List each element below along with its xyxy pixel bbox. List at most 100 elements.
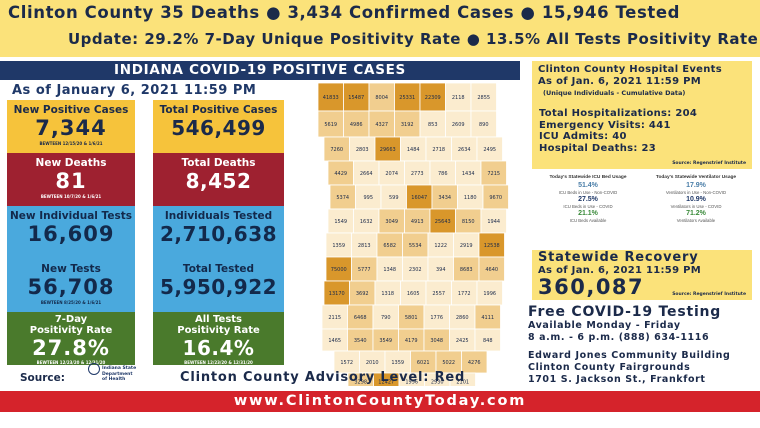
county-case-count: 15487	[348, 95, 364, 101]
new-individual-tests-tile: New Individual Tests 16,609	[7, 206, 135, 259]
icu-non-covid-pct: 51.4%	[578, 182, 598, 189]
county-shape	[347, 304, 374, 330]
county-case-count: 5374	[336, 195, 349, 201]
county-shape	[376, 256, 403, 282]
county-shape	[400, 280, 427, 306]
county-case-count: 848	[483, 338, 493, 344]
county-shape	[349, 280, 376, 306]
tile-value: 8,452	[185, 169, 252, 193]
county-case-count: 6582	[383, 243, 396, 249]
logo-text: Indiana State Department of Health	[102, 366, 139, 383]
county-case-count: 7215	[487, 171, 500, 177]
county-case-count: 1465	[328, 338, 341, 344]
testing-building: Edward Jones Community Building	[528, 350, 731, 361]
county-case-count: 1359	[332, 243, 345, 249]
free-testing-info: Free COVID-19 Testing Available Monday -…	[528, 304, 758, 386]
top-banner: Clinton County 35 Deaths ● 3,434 Confirm…	[0, 0, 760, 57]
county-case-count: 2664	[360, 171, 373, 177]
total-tested-tile: Total Tested 5,950,922	[153, 259, 284, 312]
county-shape	[474, 328, 501, 352]
hospital-subtitle: (Unique Individuals - Cumulative Data)	[543, 89, 686, 97]
icu-bed-usage: Today's Statewide ICU Bed Usage 51.4% IC…	[534, 175, 642, 224]
county-shape	[476, 280, 503, 306]
county-shape	[394, 110, 421, 138]
county-case-count: 1549	[334, 219, 347, 225]
seven-day-positivity-tile: 7-Day Positivity Rate 27.8% BEWTEEN 12/2…	[7, 312, 135, 365]
tile-value: 7,344	[35, 116, 107, 140]
county-case-count: 7260	[330, 147, 343, 153]
county-case-count: 25331	[399, 95, 415, 101]
icu-available-label: ICU Beds Available	[569, 218, 607, 223]
tile-title-line2: Positivity Rate	[177, 325, 260, 336]
hospital-title-line2: As of Jan. 6, 2021 11:59 PM	[538, 76, 701, 87]
county-case-count: 4429	[334, 171, 347, 177]
tile-value: 56,708	[27, 275, 115, 299]
department-of-health-logo: Indiana State Department of Health	[85, 363, 139, 389]
tile-title: Total Positive Cases	[159, 104, 278, 116]
tile-value: 5,950,922	[159, 275, 278, 299]
county-case-count: 2425	[456, 338, 469, 344]
county-case-count: 9670	[489, 195, 502, 201]
county-case-count: 6021	[417, 360, 430, 366]
county-case-count: 2919	[460, 243, 473, 249]
tile-title: All Tests Positivity Rate	[153, 312, 284, 336]
county-shape	[482, 184, 509, 210]
county-shape	[378, 160, 405, 186]
icu-admits: ICU Admits: 40	[539, 131, 627, 142]
county-case-count: 2010	[366, 360, 379, 366]
tile-title: Total Deaths	[181, 157, 256, 169]
county-case-count: 2115	[328, 315, 341, 321]
tile-title: Individuals Tested	[164, 210, 273, 222]
vent-usage-title: Today's Statewide Ventilator Usage	[655, 175, 737, 180]
testing-title: Free COVID-19 Testing	[528, 304, 722, 320]
county-shape	[453, 232, 480, 258]
county-shape	[455, 160, 482, 186]
county-shape	[427, 232, 454, 258]
county-case-count: 4913	[411, 219, 424, 225]
county-case-count: 13170	[329, 291, 345, 297]
county-case-count: 1484	[407, 147, 420, 153]
county-shape	[453, 256, 480, 282]
county-case-count: 2773	[411, 171, 424, 177]
tile-title-line1: All Tests	[194, 314, 243, 325]
seal-icon	[88, 363, 100, 375]
county-shape	[343, 110, 370, 138]
county-case-count: 12538	[484, 243, 500, 249]
icu-non-covid-label: ICU Beds in Use - Non-COVID	[558, 190, 618, 195]
county-shape	[449, 372, 476, 386]
vent-available-label: Ventilators Available	[676, 218, 716, 223]
county-case-count: 5022	[442, 360, 455, 366]
county-case-count: 1180	[464, 195, 477, 201]
hospital-deaths: Hospital Deaths: 23	[539, 142, 656, 154]
county-case-count: 4276	[468, 360, 481, 366]
tile-title: 7-Day Positivity Rate	[7, 312, 135, 336]
county-case-count: 2634	[458, 147, 471, 153]
vent-non-covid-pct: 17.9%	[686, 182, 706, 189]
county-shape	[400, 136, 427, 162]
total-positive-cases-tile: Total Positive Cases 546,499	[153, 100, 284, 153]
total-hospitalizations: Total Hospitalizations: 204	[539, 108, 698, 119]
county-case-count: 3434	[438, 195, 451, 201]
tile-title-line2: Positivity Rate	[29, 325, 113, 336]
vent-available-pct: 71.2%	[686, 210, 706, 217]
county-case-count: 786	[438, 171, 448, 177]
county-shape	[372, 304, 399, 330]
website-footer[interactable]: www.ClintonCountyToday.com	[0, 391, 760, 412]
tile-value: 16.4%	[182, 336, 255, 360]
county-case-count: 3192	[401, 122, 414, 128]
county-shape	[353, 160, 380, 186]
county-case-count: 1434	[462, 171, 475, 177]
tile-note: BEWTEEN 12/23/20 & 12/31/20	[36, 360, 106, 365]
icu-covid-pct: 27.5%	[578, 196, 598, 203]
county-case-count: 4327	[375, 122, 388, 128]
county-case-count: 1605	[407, 291, 420, 297]
county-case-count: 2101	[456, 380, 469, 386]
county-case-count: 6468	[354, 315, 367, 321]
county-case-count: 3549	[379, 338, 392, 344]
icu-covid-label: ICU Beds in Use - COVID	[563, 204, 613, 209]
county-case-count: 4111	[481, 315, 494, 321]
county-shape	[327, 208, 354, 234]
recovery-value: 360,087	[538, 275, 645, 299]
county-case-count: 41833	[323, 95, 339, 101]
county-case-count: 1772	[458, 291, 471, 297]
